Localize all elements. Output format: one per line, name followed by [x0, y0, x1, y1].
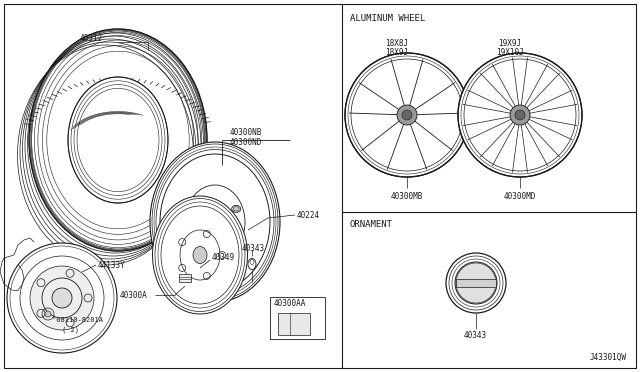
Circle shape: [455, 262, 497, 304]
Text: 40343: 40343: [242, 244, 265, 253]
Text: °08110-8201A: °08110-8201A: [52, 317, 103, 323]
Circle shape: [30, 266, 94, 330]
Polygon shape: [349, 83, 401, 115]
Polygon shape: [531, 118, 573, 136]
Text: 18X8J: 18X8J: [385, 38, 408, 48]
Polygon shape: [497, 122, 518, 171]
Text: ALUMINUM WHEEL: ALUMINUM WHEEL: [350, 14, 425, 23]
Text: 40300MB: 40300MB: [391, 192, 423, 201]
Circle shape: [345, 53, 469, 177]
Polygon shape: [392, 123, 422, 173]
Polygon shape: [463, 90, 513, 113]
Polygon shape: [462, 109, 512, 121]
Polygon shape: [396, 61, 418, 101]
Polygon shape: [526, 68, 556, 106]
Polygon shape: [353, 89, 395, 113]
Ellipse shape: [233, 206, 239, 211]
Text: NISSAN: NISSAN: [465, 280, 487, 285]
Ellipse shape: [191, 233, 196, 237]
Text: 40343: 40343: [464, 330, 487, 340]
Polygon shape: [361, 120, 404, 170]
Polygon shape: [391, 57, 423, 107]
Text: 40300AA: 40300AA: [274, 299, 307, 308]
Polygon shape: [526, 76, 570, 111]
Polygon shape: [516, 60, 524, 103]
Polygon shape: [524, 64, 560, 109]
Polygon shape: [467, 94, 509, 112]
Polygon shape: [526, 124, 556, 162]
Bar: [179, 274, 191, 282]
Ellipse shape: [193, 247, 207, 263]
Polygon shape: [527, 90, 577, 113]
Ellipse shape: [191, 206, 196, 211]
Polygon shape: [484, 68, 514, 106]
Ellipse shape: [152, 196, 248, 314]
Bar: [278, 313, 310, 335]
Text: 19X9J: 19X9J: [499, 38, 522, 48]
Text: 18X9J: 18X9J: [385, 48, 408, 57]
Circle shape: [402, 110, 412, 120]
Text: ORNAMENT: ORNAMENT: [350, 220, 393, 229]
Bar: [456, 279, 496, 287]
Polygon shape: [413, 115, 465, 147]
Circle shape: [52, 288, 72, 308]
Text: ( 2): ( 2): [62, 327, 79, 333]
Polygon shape: [410, 61, 452, 110]
Polygon shape: [467, 118, 509, 136]
Polygon shape: [522, 122, 543, 171]
Polygon shape: [362, 61, 404, 110]
Polygon shape: [527, 116, 577, 140]
Text: 40300MD: 40300MD: [504, 192, 536, 201]
Polygon shape: [526, 119, 570, 154]
Text: 40312: 40312: [80, 33, 103, 42]
Polygon shape: [516, 127, 524, 170]
Text: 40224: 40224: [297, 211, 320, 219]
Polygon shape: [413, 125, 447, 164]
Ellipse shape: [233, 233, 239, 237]
Polygon shape: [513, 57, 527, 107]
Circle shape: [45, 311, 51, 317]
Polygon shape: [524, 121, 560, 166]
Text: 40300NB: 40300NB: [230, 128, 262, 137]
Polygon shape: [419, 89, 461, 113]
Text: 44133Y: 44133Y: [98, 260, 125, 269]
Circle shape: [458, 53, 582, 177]
Text: 40349: 40349: [212, 253, 235, 263]
Text: J43301QW: J43301QW: [590, 353, 627, 362]
Polygon shape: [497, 58, 518, 108]
Polygon shape: [480, 121, 516, 166]
Polygon shape: [349, 115, 400, 147]
Polygon shape: [531, 94, 573, 112]
Polygon shape: [513, 123, 527, 173]
Circle shape: [510, 105, 530, 125]
Text: 40300A: 40300A: [120, 291, 148, 299]
Bar: [270, 297, 325, 339]
Polygon shape: [413, 83, 465, 115]
Text: 40300ND: 40300ND: [230, 138, 262, 147]
Polygon shape: [470, 119, 514, 154]
Polygon shape: [410, 120, 452, 170]
Polygon shape: [470, 76, 514, 111]
Polygon shape: [528, 109, 578, 121]
Polygon shape: [484, 124, 514, 162]
Polygon shape: [463, 116, 513, 140]
Polygon shape: [367, 125, 401, 164]
Polygon shape: [480, 64, 516, 109]
Text: 19X10J: 19X10J: [496, 48, 524, 57]
Circle shape: [515, 110, 525, 120]
Polygon shape: [522, 58, 543, 108]
Ellipse shape: [206, 211, 224, 233]
Ellipse shape: [68, 77, 168, 203]
Circle shape: [397, 105, 417, 125]
Circle shape: [7, 243, 117, 353]
Ellipse shape: [150, 142, 280, 302]
